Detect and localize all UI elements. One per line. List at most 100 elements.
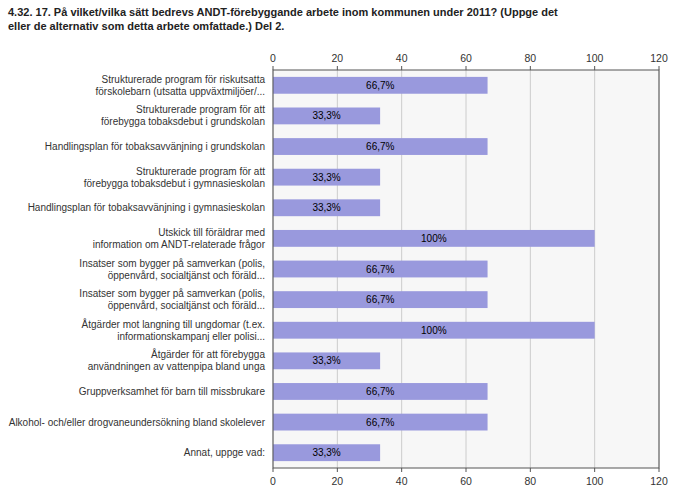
x-tick-label-top: 120 [650, 52, 668, 64]
bars [273, 77, 595, 461]
category-label-line: förebygga tobaksdebut i gymnasieskolan [84, 178, 265, 189]
category-label-line: öppenvård, socialtjänst och föräld... [108, 270, 265, 281]
data-label: 66,7% [366, 386, 394, 397]
x-tick-bottom [530, 468, 531, 472]
x-tick-label-top: 60 [460, 52, 472, 64]
bar [273, 414, 488, 431]
x-tick-label-bottom: 20 [331, 475, 343, 487]
x-tick-label-bottom: 0 [270, 475, 276, 487]
category-label-line: Åtgärder för att förebygga [151, 348, 265, 360]
bar [273, 352, 380, 369]
x-tick-bottom [337, 468, 338, 472]
x-tick-top [337, 66, 338, 70]
category-label-line: användningen av vattenpipa bland unga [88, 361, 266, 372]
category-label-line: Annat, uppge vad: [184, 447, 265, 458]
data-label: 33,3% [312, 202, 340, 213]
category-label-line: Handlingsplan för tobaksavvänjning i gru… [45, 141, 265, 152]
category-label: Insatser som bygger på samverkan (polis,… [79, 258, 265, 281]
category-label-line: förskolebarn (utsatta uppväxtmiljöer/... [95, 86, 265, 97]
data-label: 66,7% [366, 264, 394, 275]
x-tick-label-bottom: 40 [396, 475, 408, 487]
y-axis-labels: Strukturerade program för riskutsattaför… [9, 74, 266, 458]
category-label-line: förebygga tobaksdebut i grundskolan [101, 116, 265, 127]
x-tick-top [401, 66, 402, 70]
data-label: 66,7% [366, 417, 394, 428]
x-tick-bottom [273, 468, 274, 472]
data-label: 100% [421, 233, 447, 244]
x-tick-bottom [401, 468, 402, 472]
x-tick-top [273, 66, 274, 70]
category-label-line: Alkohol- och/eller drogvaneundersökning … [9, 417, 266, 428]
category-label-line: information om ANDT-relaterade frågor [93, 239, 266, 250]
category-label: Åtgärder för att förebyggaanvändningen a… [88, 348, 266, 372]
bar [273, 291, 488, 308]
bar [273, 322, 595, 339]
x-tick-top [530, 66, 531, 70]
bar [273, 261, 488, 278]
plot-area [273, 70, 659, 468]
title: 4.32. 17. På vilket/vilka sätt bedrevs A… [8, 6, 558, 32]
x-tick-label-top: 80 [524, 52, 536, 64]
background [0, 0, 681, 498]
bar [273, 383, 488, 400]
data-label: 66,7% [366, 80, 394, 91]
category-label-line: Handlingsplan för tobaksavvänjning i gym… [28, 202, 265, 213]
category-label: Handlingsplan för tobaksavvänjning i gym… [28, 202, 265, 213]
bar [273, 77, 488, 94]
category-label: Strukturerade program för attförebygga t… [84, 166, 265, 189]
plot-frame [273, 70, 659, 468]
bar [273, 444, 380, 461]
x-tick-label-top: 20 [331, 52, 343, 64]
title-line: eller de alternativ som detta arbete omf… [8, 20, 284, 32]
bar [273, 230, 595, 247]
chart-svg: 4.32. 17. På vilket/vilka sätt bedrevs A… [0, 0, 681, 498]
bar [273, 138, 488, 155]
category-label-line: öppenvård, socialtjänst och föräld... [108, 300, 265, 311]
category-label: Handlingsplan för tobaksavvänjning i gru… [45, 141, 265, 152]
category-label-line: Åtgärder mot langning till ungdomar (t.e… [82, 318, 265, 330]
data-label: 66,7% [366, 141, 394, 152]
category-label-line: informationskampanj eller polisi... [117, 331, 265, 342]
x-tick-label-top: 40 [396, 52, 408, 64]
title-line: 4.32. 17. På vilket/vilka sätt bedrevs A… [8, 6, 558, 18]
data-labels: 66,7% 33,3% 66,7% 33,3% 33,3% 100% 66,7% 66,7% 1… [312, 80, 446, 458]
bar [273, 199, 380, 216]
category-label-line: Strukturerade program för att [136, 166, 265, 177]
category-label: Åtgärder mot langning till ungdomar (t.e… [82, 318, 265, 342]
category-label: Insatser som bygger på samverkan (polis,… [79, 288, 265, 311]
category-label-line: Strukturerade program för riskutsatta [102, 74, 266, 85]
x-tick-label-bottom: 60 [460, 475, 472, 487]
x-tick-bottom [594, 468, 595, 472]
category-label: Strukturerade program för riskutsattaför… [95, 74, 265, 97]
category-label-line: Insatser som bygger på samverkan (polis, [79, 288, 265, 299]
category-label: Gruppverksamhet för barn till missbrukar… [79, 386, 266, 397]
x-tick-label-top: 0 [270, 52, 276, 64]
x-tick-label-top: 100 [586, 52, 604, 64]
x-tick-label-bottom: 120 [650, 475, 668, 487]
category-label: Utskick till föräldrar medinformation om… [93, 227, 266, 250]
bar [273, 108, 380, 125]
x-tick-label-bottom: 100 [586, 475, 604, 487]
x-tick-top [466, 66, 467, 70]
category-label: Strukturerade program för attförebygga t… [101, 104, 265, 127]
data-label: 33,3% [312, 355, 340, 366]
category-label-line: Utskick till föräldrar med [158, 227, 265, 238]
category-label-line: Insatser som bygger på samverkan (polis, [79, 258, 265, 269]
data-label: 33,3% [312, 447, 340, 458]
x-tick-top [594, 66, 595, 70]
data-label: 100% [421, 325, 447, 336]
grid-line [594, 70, 595, 468]
category-label: Alkohol- och/eller drogvaneundersökning … [9, 417, 266, 428]
data-label: 33,3% [312, 110, 340, 121]
x-tick-top [659, 66, 660, 70]
data-label: 66,7% [366, 294, 394, 305]
category-label-line: Strukturerade program för att [136, 104, 265, 115]
grid-line [530, 70, 531, 468]
grid [273, 70, 659, 468]
page: {"chart_data": {"type": "bar", "orientat… [0, 0, 681, 498]
x-tick-bottom [659, 468, 660, 472]
chart-container: 4.32. 17. På vilket/vilka sätt bedrevs A… [0, 0, 681, 498]
category-label: Annat, uppge vad: [184, 447, 265, 458]
data-label: 33,3% [312, 172, 340, 183]
x-axes: 002020404060608080100100120120 [270, 52, 668, 487]
